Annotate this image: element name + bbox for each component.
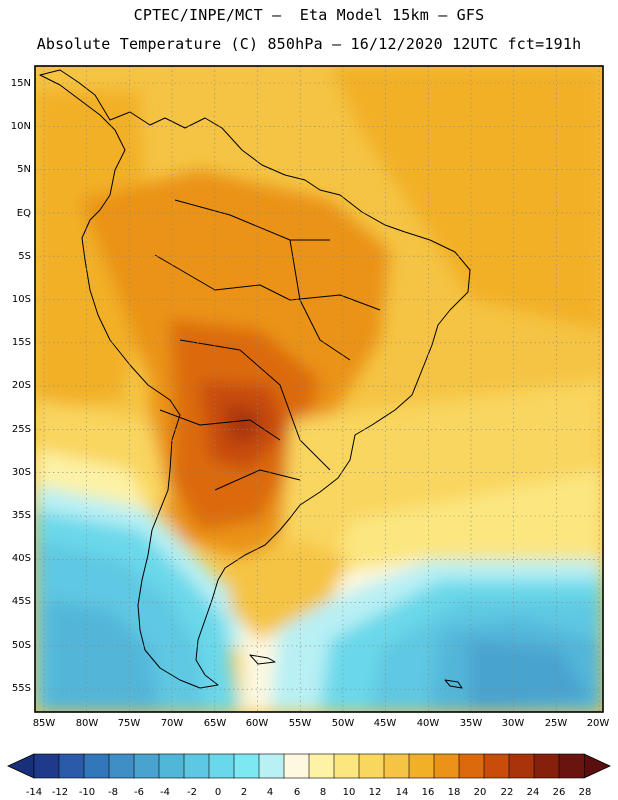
colorbar-left-arrow xyxy=(7,753,35,779)
colorbar-swatch xyxy=(58,753,85,779)
colorbar-label: 8 xyxy=(320,787,326,798)
map-frame xyxy=(34,65,604,713)
lon-label: 25W xyxy=(545,718,568,729)
colorbar-swatch xyxy=(333,753,360,779)
lon-label: 60W xyxy=(246,718,269,729)
lon-label: 75W xyxy=(118,718,141,729)
lon-label: 30W xyxy=(502,718,525,729)
longitude-labels: 85W 80W 75W 70W 65W 60W 55W 50W 45W 40W … xyxy=(33,718,610,729)
coastline-and-borders xyxy=(39,69,471,689)
colorbar-label: 4 xyxy=(267,787,273,798)
temperature-field xyxy=(35,66,603,712)
lat-label: 45S xyxy=(12,596,31,607)
colorbar-swatch xyxy=(108,753,135,779)
colorbar-swatch xyxy=(183,753,210,779)
colorbar-swatch xyxy=(33,753,60,779)
lon-label: 65W xyxy=(204,718,227,729)
colorbar-label: 10 xyxy=(343,787,356,798)
colorbar-swatch xyxy=(308,753,335,779)
colorbar-label: -4 xyxy=(160,787,170,798)
lat-label: EQ xyxy=(17,208,31,219)
lon-label: 80W xyxy=(76,718,99,729)
colorbar-label: 12 xyxy=(369,787,382,798)
colorbar-legend: -14 -12 -10 -8 -6 -4 -2 0 2 4 6 8 10 12 … xyxy=(7,753,611,798)
colorbar-label: 2 xyxy=(241,787,247,798)
colorbar-swatch xyxy=(408,753,435,779)
lat-label: 35S xyxy=(12,510,31,521)
map-title-line-1: CPTEC/INPE/MCT – Eta Model 15km – GFS xyxy=(133,6,485,24)
colorbar-swatch xyxy=(433,753,460,779)
colorbar-swatch xyxy=(283,753,310,779)
colorbar-swatch xyxy=(533,753,560,779)
lon-label: 35W xyxy=(460,718,483,729)
lat-label: 10N xyxy=(11,121,31,132)
colorbar-swatch xyxy=(233,753,260,779)
graticule xyxy=(35,66,603,712)
colorbar-label: 24 xyxy=(527,787,540,798)
colorbar-label: -6 xyxy=(134,787,144,798)
colorbar-label: -8 xyxy=(108,787,118,798)
lat-label: 10S xyxy=(12,294,31,305)
lon-label: 40W xyxy=(417,718,440,729)
colorbar-labels: -14 -12 -10 -8 -6 -4 -2 0 2 4 6 8 10 12 … xyxy=(26,787,592,798)
colorbar-label: 22 xyxy=(501,787,514,798)
lat-label: 15N xyxy=(11,78,31,89)
map-title-line-2: Absolute Temperature (C) 850hPa – 16/12/… xyxy=(36,35,582,53)
lat-label: 5N xyxy=(17,164,31,175)
colorbar-swatches xyxy=(33,753,585,779)
colorbar-label: 14 xyxy=(396,787,409,798)
colorbar-label: -2 xyxy=(187,787,197,798)
colorbar-label: -10 xyxy=(79,787,95,798)
lat-label: 30S xyxy=(12,467,31,478)
colorbar-right-arrow xyxy=(583,753,611,779)
colorbar-swatch xyxy=(383,753,410,779)
lon-label: 70W xyxy=(161,718,184,729)
lat-label: 25S xyxy=(12,424,31,435)
colorbar-label: -14 xyxy=(26,787,42,798)
colorbar-swatch xyxy=(508,753,535,779)
colorbar-swatch xyxy=(558,753,585,779)
lon-label: 55W xyxy=(289,718,312,729)
colorbar-swatch xyxy=(158,753,185,779)
colorbar-label: 18 xyxy=(448,787,461,798)
lat-label: 15S xyxy=(12,337,31,348)
colorbar-swatch xyxy=(208,753,235,779)
lat-label: 40S xyxy=(12,553,31,564)
colorbar-swatch xyxy=(358,753,385,779)
colorbar-swatch xyxy=(483,753,510,779)
colorbar-label: -12 xyxy=(52,787,68,798)
colorbar-label: 6 xyxy=(294,787,300,798)
colorbar-swatch xyxy=(83,753,110,779)
colorbar-label: 20 xyxy=(474,787,487,798)
lon-label: 85W xyxy=(33,718,56,729)
colorbar-label: 28 xyxy=(579,787,592,798)
colorbar-label: 16 xyxy=(422,787,435,798)
colorbar-swatch xyxy=(258,753,285,779)
lon-label: 20W xyxy=(587,718,610,729)
lon-label: 50W xyxy=(332,718,355,729)
colorbar-swatch xyxy=(133,753,160,779)
lat-label: 5S xyxy=(18,251,31,262)
latitude-labels: 15N 10N 5N EQ 5S 10S 15S 20S 25S 30S 35S… xyxy=(11,78,31,694)
lon-label: 45W xyxy=(374,718,397,729)
colorbar-label: 0 xyxy=(215,787,221,798)
colorbar-label: 26 xyxy=(553,787,566,798)
lat-label: 55S xyxy=(12,683,31,694)
colorbar-swatch xyxy=(458,753,485,779)
lat-label: 50S xyxy=(12,640,31,651)
lat-label: 20S xyxy=(12,380,31,391)
